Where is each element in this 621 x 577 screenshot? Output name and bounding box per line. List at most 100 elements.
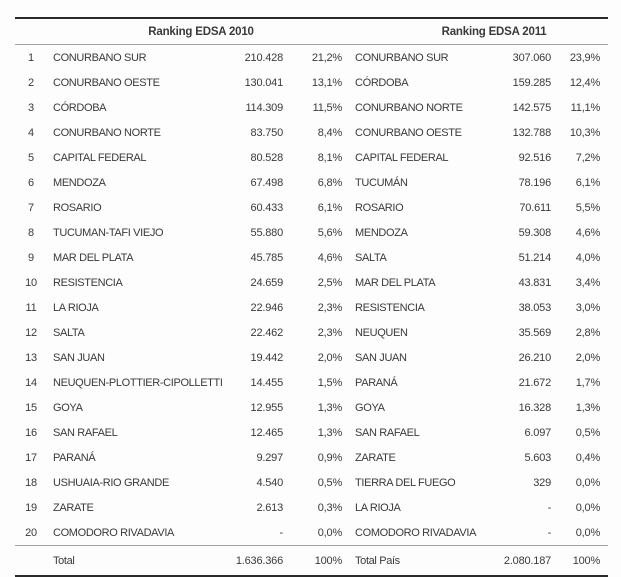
value-2011-cell: 59.308 [518,226,552,239]
total-row: Total 1.636.366 100% Total País 2.080.18… [15,545,609,576]
pct-2010-cell: 0,9% [317,451,343,464]
pct-2011-cell: 5,5% [575,201,601,214]
value-2010-cell: 19.442 [250,351,284,364]
value-2011-cell: 51.214 [518,251,552,264]
value-2010-cell: 2.613 [256,501,283,514]
table-row: 14 NEUQUEN-PLOTTIER-CIPOLLETTI 14.455 1,… [15,370,608,395]
pct-2010-cell: 8,4% [317,126,343,139]
pct-2011-cell: 4,6% [575,226,601,239]
pct-2010-cell: 0,0% [317,526,343,539]
pct-2011-cell: 3,4% [575,276,601,289]
city-2010-cell: GOYA [53,401,83,414]
city-2011-cell: CÓRDOBA [355,76,409,89]
value-2010-cell: - [279,526,284,539]
table-row: 12 SALTA 22.462 2,3% NEUQUEN 35.569 2,8% [15,320,608,345]
total-value-2010: 1.636.366 [212,545,284,576]
table-row: 16 SAN RAFAEL 12.465 1,3% SAN RAFAEL 6.0… [15,420,608,445]
table-body: 1 CONURBANO SUR 210.428 21,2% CONURBANO … [15,45,608,546]
city-2011-cell: GOYA [355,401,385,414]
pct-2010-cell: 1,3% [317,401,343,414]
value-2011-cell: 26.210 [518,351,552,364]
total-rank-spacer [15,545,47,576]
value-2010-cell: 12.955 [250,401,284,414]
pct-2010-cell: 2,0% [317,351,343,364]
city-2010-cell: LA RIOJA [53,301,99,314]
table-row: 5 CAPITAL FEDERAL 80.528 8,1% CAPITAL FE… [15,145,608,170]
rank-cell: 20 [25,526,37,539]
pct-2010-cell: 6,1% [317,201,343,214]
table-row: 17 PARANÁ 9.297 0,9% ZARATE 5.603 0,4% [15,445,608,470]
city-2011-cell: MENDOZA [355,226,408,239]
city-2010-cell: RESISTENCIA [53,276,123,289]
pct-2011-cell: 6,1% [575,176,601,189]
city-2011-cell: CONURBANO NORTE [355,101,463,114]
city-2011-cell: MAR DEL PLATA [355,276,436,289]
table-row: 10 RESISTENCIA 24.659 2,5% MAR DEL PLATA… [15,270,608,295]
city-2010-cell: SAN JUAN [53,351,105,364]
city-2010-cell: CONURBANO OESTE [53,76,160,89]
value-2010-cell: 24.659 [250,276,284,289]
city-2011-cell: TIERRA DEL FUEGO [355,476,456,489]
city-2010-cell: ROSARIO [53,201,102,214]
value-2011-cell: 5.603 [524,451,552,464]
rank-cell: 17 [25,451,37,464]
value-2011-cell: 43.831 [518,276,552,289]
table-row: 4 CONURBANO NORTE 83.750 8,4% CONURBANO … [15,120,608,145]
value-2010-cell: 9.297 [256,451,283,464]
pct-2010-cell: 2,3% [317,301,343,314]
value-2010-cell: 83.750 [250,126,284,139]
header-ranking-edsa-2010: Ranking EDSA 2010 [15,18,344,45]
header-row: Ranking EDSA 2010 Ranking EDSA 2011 [15,18,609,45]
pct-2011-cell: 12,4% [569,76,601,89]
city-2011-cell: RESISTENCIA [355,301,425,314]
value-2011-cell: 132.788 [512,126,552,139]
city-2011-cell: LA RIOJA [355,501,401,514]
pct-2010-cell: 1,5% [317,376,343,389]
pct-2011-cell: 1,7% [575,376,601,389]
rank-cell: 15 [25,401,37,414]
total-value-2011: 2.080.187 [483,545,553,576]
table-row: 19 ZARATE 2.613 0,3% LA RIOJA - 0,0% [15,495,608,520]
value-2010-cell: 210.428 [244,51,284,64]
edsa-ranking-table: Ranking EDSA 2010 Ranking EDSA 2011 1 CO… [15,17,609,577]
pct-2011-cell: 0,0% [575,501,601,514]
pct-2010-cell: 2,5% [317,276,343,289]
value-2011-cell: 21.672 [518,376,552,389]
edsa-ranking-table-wrap: Ranking EDSA 2010 Ranking EDSA 2011 1 CO… [15,17,609,577]
city-2010-cell: CONURBANO NORTE [53,126,161,139]
value-2011-cell: 35.569 [518,326,552,339]
city-2011-cell: CONURBANO SUR [355,51,449,64]
value-2011-cell: - [547,501,552,514]
value-2010-cell: 60.433 [250,201,284,214]
city-2011-cell: SAN JUAN [355,351,407,364]
pct-2011-cell: 7,2% [575,151,601,164]
pct-2011-cell: 11,1% [570,101,601,114]
pct-2010-cell: 13,1% [311,76,343,89]
city-2010-cell: MAR DEL PLATA [53,251,134,264]
total-pct-2010: 100% [284,545,344,576]
pct-2010-cell: 8,1% [317,151,343,164]
pct-2010-cell: 4,6% [317,251,343,264]
value-2010-cell: 22.462 [250,326,284,339]
value-2010-cell: 12.465 [250,426,284,439]
value-2011-cell: 6.097 [524,426,552,439]
table-row: 1 CONURBANO SUR 210.428 21,2% CONURBANO … [15,45,608,71]
pct-2010-cell: 11,5% [312,101,343,114]
value-2010-cell: 67.498 [250,176,284,189]
pct-2010-cell: 5,6% [317,226,343,239]
header-ranking-edsa-2011: Ranking EDSA 2011 [343,18,609,45]
city-2011-cell: TUCUMÁN [355,176,408,189]
city-2010-cell: CÓRDOBA [53,101,107,114]
rank-cell: 2 [28,76,34,89]
value-2011-cell: 70.611 [519,201,552,214]
pct-2011-cell: 0,5% [575,426,601,439]
pct-2011-cell: 2,8% [575,326,601,339]
city-2010-cell: CONURBANO SUR [53,51,147,64]
city-2011-cell: SAN RAFAEL [355,426,420,439]
rank-cell: 18 [25,476,37,489]
table-row: 13 SAN JUAN 19.442 2,0% SAN JUAN 26.210 … [15,345,608,370]
pct-2011-cell: 1,3% [575,401,601,414]
table-row: 2 CONURBANO OESTE 130.041 13,1% CÓRDOBA … [15,70,608,95]
pct-2010-cell: 0,3% [317,501,343,514]
city-2010-cell: COMODORO RIVADAVIA [53,526,175,539]
